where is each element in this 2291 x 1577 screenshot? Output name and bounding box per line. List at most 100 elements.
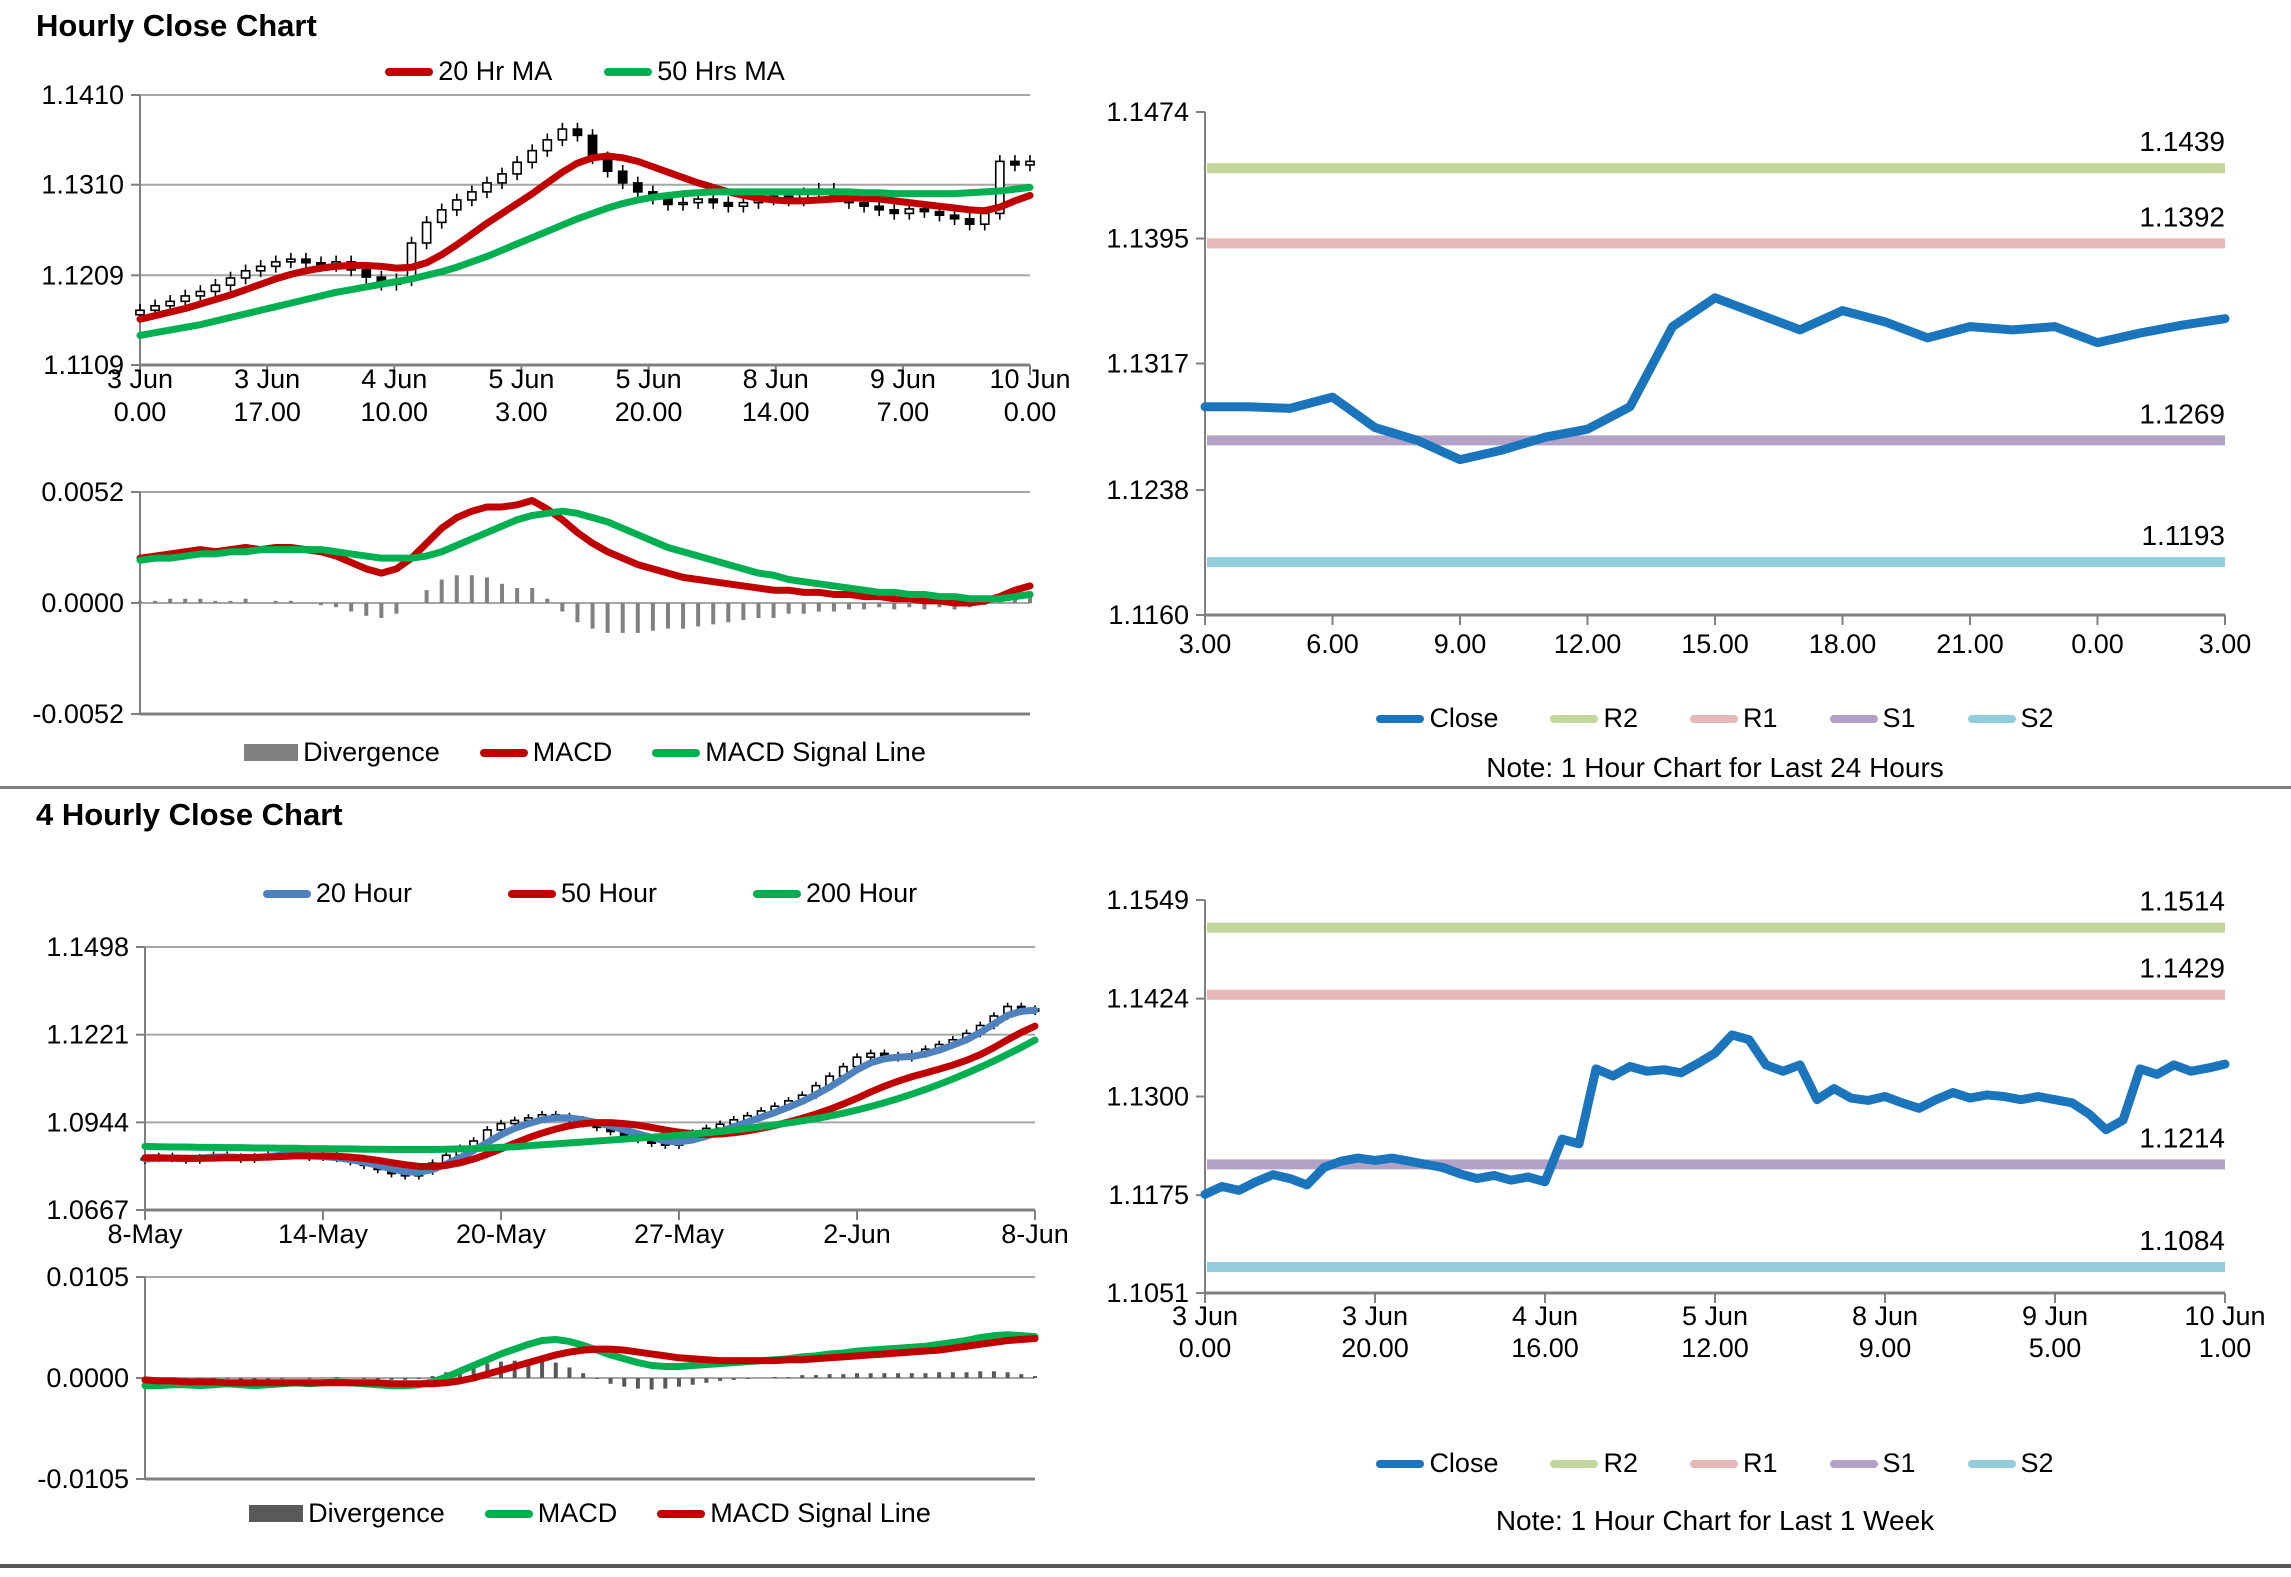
legend-item-divergence: Divergence bbox=[249, 1498, 445, 1529]
section-divider bbox=[0, 786, 2291, 789]
svg-text:1.1410: 1.1410 bbox=[41, 85, 124, 110]
s1-line-swatch-icon bbox=[1829, 714, 1878, 723]
legend-label: R1 bbox=[1742, 703, 1778, 733]
legend-item-macd: MACD bbox=[484, 1498, 618, 1529]
svg-text:9.00: 9.00 bbox=[1434, 629, 1487, 659]
s2-line-swatch-icon bbox=[1967, 714, 2016, 723]
svg-text:0.00: 0.00 bbox=[114, 397, 167, 427]
legend-item-20hour: 20 Hour bbox=[262, 878, 412, 909]
svg-text:20.00: 20.00 bbox=[615, 397, 683, 427]
svg-text:10 Jun: 10 Jun bbox=[2184, 1301, 2265, 1331]
s1-line-swatch-icon bbox=[1829, 1459, 1878, 1468]
hourly-macd-legend: Divergence MACD MACD Signal Line bbox=[140, 737, 1030, 768]
macd-line-swatch-icon bbox=[484, 1509, 533, 1518]
divergence-bar-swatch-icon bbox=[244, 744, 299, 761]
svg-text:8 Jun: 8 Jun bbox=[743, 364, 809, 394]
svg-text:1.1209: 1.1209 bbox=[41, 260, 124, 290]
legend-item-macd: MACD bbox=[479, 737, 613, 768]
legend-label: S1 bbox=[1882, 703, 1916, 733]
section-title-4hourly: 4 Hourly Close Chart bbox=[36, 797, 343, 832]
50hrs-ma-line-swatch-icon bbox=[604, 67, 653, 76]
close-line-swatch-icon bbox=[1376, 1459, 1425, 1468]
svg-text:1.1549: 1.1549 bbox=[1106, 885, 1189, 915]
hourly-price-legend: 20 Hr MA 50 Hrs MA bbox=[140, 56, 1030, 87]
svg-text:14.00: 14.00 bbox=[742, 397, 810, 427]
svg-text:3 Jun: 3 Jun bbox=[107, 364, 173, 394]
svg-text:0.0000: 0.0000 bbox=[46, 1363, 129, 1393]
svg-text:1.1160: 1.1160 bbox=[1108, 600, 1189, 630]
legend-label: MACD bbox=[537, 1498, 618, 1528]
svg-text:1.1221: 1.1221 bbox=[46, 1020, 129, 1050]
svg-text:5 Jun: 5 Jun bbox=[488, 364, 554, 394]
r1-line-swatch-icon bbox=[1689, 1459, 1738, 1468]
svg-text:8 Jun: 8 Jun bbox=[1852, 1301, 1918, 1331]
legend-item-200hour: 200 Hour bbox=[753, 878, 917, 909]
svg-text:1.1474: 1.1474 bbox=[1106, 97, 1189, 127]
legend-item-close: Close bbox=[1376, 703, 1498, 734]
legend-item-50hrs-ma: 50 Hrs MA bbox=[604, 56, 785, 87]
svg-text:-0.0052: -0.0052 bbox=[32, 699, 124, 726]
legend-label: 200 Hour bbox=[806, 878, 918, 908]
legend-label: 50 Hour bbox=[560, 878, 658, 908]
svg-text:12.00: 12.00 bbox=[1554, 629, 1622, 659]
svg-text:20.00: 20.00 bbox=[1341, 1333, 1409, 1363]
svg-text:7.00: 7.00 bbox=[877, 397, 930, 427]
svg-text:3.00: 3.00 bbox=[495, 397, 548, 427]
r1-line-swatch-icon bbox=[1689, 714, 1738, 723]
svg-text:1.1439: 1.1439 bbox=[2139, 126, 2225, 157]
20hr-ma-line-swatch-icon bbox=[385, 67, 434, 76]
legend-label: S2 bbox=[2020, 703, 2054, 733]
legend-label: MACD bbox=[532, 737, 613, 767]
four-hourly-price-legend: 20 Hour 50 Hour 200 Hour bbox=[145, 878, 1035, 909]
svg-text:5 Jun: 5 Jun bbox=[1682, 1301, 1748, 1331]
svg-text:9 Jun: 9 Jun bbox=[2022, 1301, 2088, 1331]
20hour-line-swatch-icon bbox=[262, 889, 311, 898]
legend-label: 50 Hrs MA bbox=[657, 56, 785, 86]
svg-text:1.1051: 1.1051 bbox=[1106, 1278, 1189, 1308]
s2-line-swatch-icon bbox=[1967, 1459, 2016, 1468]
svg-text:16.00: 16.00 bbox=[1511, 1333, 1579, 1363]
legend-item-macd-signal: MACD Signal Line bbox=[652, 737, 926, 768]
svg-text:2-Jun: 2-Jun bbox=[823, 1219, 891, 1249]
svg-text:1.1175: 1.1175 bbox=[1108, 1180, 1189, 1210]
50hour-line-swatch-icon bbox=[507, 889, 556, 898]
svg-text:1.00: 1.00 bbox=[2199, 1333, 2252, 1363]
legend-item-r2: R2 bbox=[1550, 1448, 1638, 1479]
svg-text:3.00: 3.00 bbox=[1179, 629, 1232, 659]
close-line-swatch-icon bbox=[1376, 714, 1425, 723]
macd-line-swatch-icon bbox=[479, 748, 528, 757]
r2-line-swatch-icon bbox=[1550, 714, 1599, 723]
legend-label: Divergence bbox=[303, 737, 440, 767]
legend-label: R2 bbox=[1603, 1448, 1638, 1478]
pivot-1week-note: Note: 1 Hour Chart for Last 1 Week bbox=[1495, 1505, 1935, 1536]
svg-text:1.1498: 1.1498 bbox=[46, 932, 129, 962]
section-title-hourly: Hourly Close Chart bbox=[36, 8, 317, 43]
svg-text:3 Jun: 3 Jun bbox=[1172, 1301, 1238, 1331]
svg-text:8-Jun: 8-Jun bbox=[1001, 1219, 1069, 1249]
svg-text:21.00: 21.00 bbox=[1936, 629, 2004, 659]
bottom-divider bbox=[0, 1564, 2291, 1568]
svg-text:8-May: 8-May bbox=[107, 1219, 183, 1249]
svg-text:0.0000: 0.0000 bbox=[41, 588, 124, 618]
legend-label: Close bbox=[1429, 1448, 1499, 1478]
four-hourly-macd-chart: 0.0105 0.0000 -0.0105 bbox=[37, 1262, 1039, 1494]
svg-text:0.0105: 0.0105 bbox=[46, 1262, 129, 1292]
legend-label: S1 bbox=[1882, 1448, 1916, 1478]
svg-text:27-May: 27-May bbox=[634, 1219, 725, 1249]
svg-text:1.1310: 1.1310 bbox=[41, 170, 124, 200]
svg-text:15.00: 15.00 bbox=[1681, 629, 1749, 659]
svg-text:1.1429: 1.1429 bbox=[2139, 953, 2225, 984]
legend-item-close: Close bbox=[1376, 1448, 1498, 1479]
svg-text:3 Jun: 3 Jun bbox=[1342, 1301, 1408, 1331]
svg-text:9 Jun: 9 Jun bbox=[870, 364, 936, 394]
svg-text:1.0944: 1.0944 bbox=[46, 1107, 129, 1137]
svg-text:9.00: 9.00 bbox=[1859, 1333, 1912, 1363]
svg-text:1.1317: 1.1317 bbox=[1106, 349, 1189, 379]
legend-item-s1: S1 bbox=[1829, 1448, 1916, 1479]
pivot-1week-legend: Close R2 R1 S1 S2 bbox=[1205, 1448, 2225, 1479]
legend-label: 20 Hr MA bbox=[438, 56, 553, 86]
